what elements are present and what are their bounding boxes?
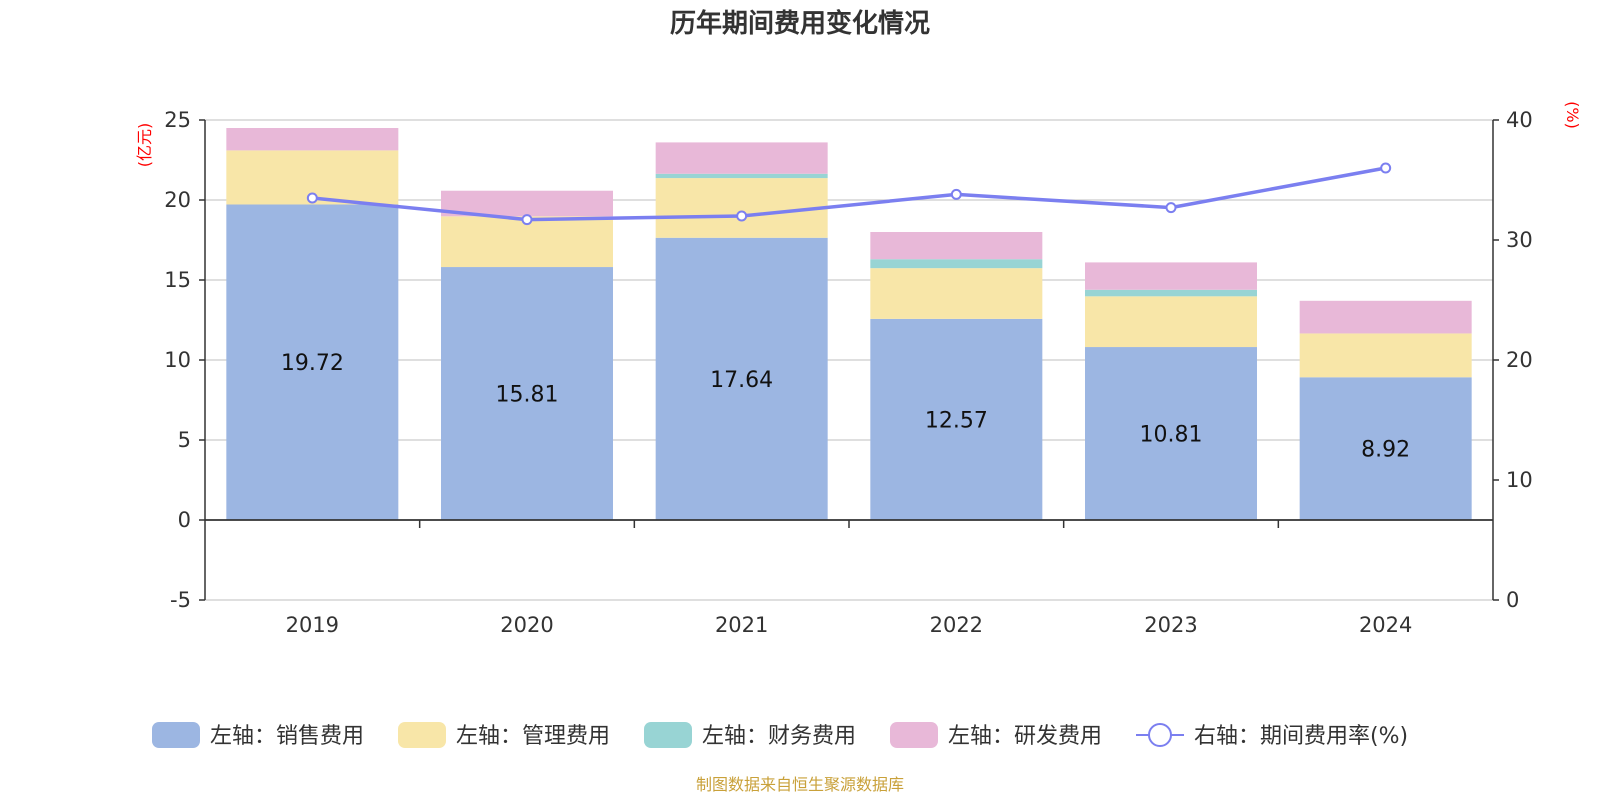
bar-segment [226, 204, 399, 521]
rate-point [1380, 162, 1392, 174]
legend-swatch [644, 722, 692, 748]
legend-swatch [152, 722, 200, 748]
bar-segment [870, 232, 1043, 260]
x-tick-label: 2024 [1359, 613, 1412, 637]
chart-title: 历年期间费用变化情况 [670, 8, 930, 39]
bar-segment [1085, 296, 1257, 348]
x-tick-label: 2021 [715, 613, 768, 637]
bar-segment [1085, 347, 1257, 520]
axes: -5 0 5 10 15 20 25 0 10 20 30 40 2019 2020 2021 2022 202… [164, 108, 1532, 637]
bar-value-label: 8.92 [1361, 438, 1410, 463]
grid [205, 119, 1493, 601]
legend-swatch [398, 722, 446, 748]
right-tick-label: 10 [1506, 468, 1533, 492]
left-tick-label: 10 [164, 348, 191, 372]
bar-value-label: 12.57 [925, 408, 988, 433]
rate-line-path [312, 166, 1386, 222]
right-tick-label: 20 [1506, 348, 1533, 372]
bar-segment [870, 259, 1043, 269]
bar-segment [870, 318, 1043, 520]
left-axis-unit: (亿元) [135, 123, 154, 168]
bar-value-label: 17.64 [710, 368, 773, 393]
x-tick-label: 2020 [500, 613, 553, 637]
source-note: 制图数据来自恒生聚源数据库 [696, 775, 904, 794]
data-labels: 19.72 15.81 17.64 12.57 10.81 8.92 [281, 351, 1410, 462]
legend-label: 左轴：销售费用 [210, 724, 364, 749]
rate-point [1165, 202, 1177, 214]
bar-segment [441, 267, 613, 520]
bar-segment [1085, 262, 1257, 290]
right-tick-label: 40 [1506, 108, 1533, 132]
legend-swatch [890, 722, 938, 748]
legend-label: 右轴：期间费用率(%) [1194, 724, 1408, 749]
legend-label: 左轴：财务费用 [702, 724, 856, 749]
bar-segment [655, 178, 828, 238]
bar-segment [655, 142, 828, 174]
bar-segment [226, 128, 399, 151]
legend-label: 左轴：管理费用 [456, 724, 610, 749]
rate-point [521, 214, 533, 226]
left-tick-label: 0 [178, 508, 191, 532]
left-tick-label: 15 [164, 268, 191, 292]
rate-line [306, 162, 1392, 226]
bar-segment [441, 190, 613, 217]
rate-point [306, 192, 318, 204]
x-tick-label: 2019 [286, 613, 339, 637]
legend: 左轴：销售费用 左轴：管理费用 左轴：财务费用 左轴：研发费用 右轴：期间费用率(%) [152, 722, 1408, 749]
right-axis-unit: (%) [1563, 101, 1582, 129]
bar-segment [1299, 333, 1472, 378]
rate-point [950, 188, 962, 200]
bar-value-label: 15.81 [496, 383, 559, 408]
left-tick-label: -5 [170, 588, 191, 612]
legend-label: 左轴：研发费用 [948, 724, 1102, 749]
legend-marker [1148, 723, 1172, 747]
bar-segment [655, 173, 828, 179]
bar-segment [870, 268, 1043, 319]
left-tick-label: 20 [164, 188, 191, 212]
bar-value-label: 10.81 [1140, 423, 1203, 448]
bar-value-label: 19.72 [281, 351, 344, 376]
left-tick-label: 5 [178, 428, 191, 452]
bar-segment [1299, 377, 1472, 520]
x-tick-label: 2022 [930, 613, 983, 637]
bar-segment [1299, 300, 1472, 334]
x-tick-label: 2023 [1144, 613, 1197, 637]
right-tick-label: 30 [1506, 228, 1533, 252]
bar-segment [655, 237, 828, 520]
left-tick-label: 25 [164, 108, 191, 132]
bars [226, 128, 1472, 521]
rate-point [736, 210, 748, 222]
right-tick-label: 0 [1506, 588, 1519, 612]
bar-segment [1085, 289, 1257, 297]
